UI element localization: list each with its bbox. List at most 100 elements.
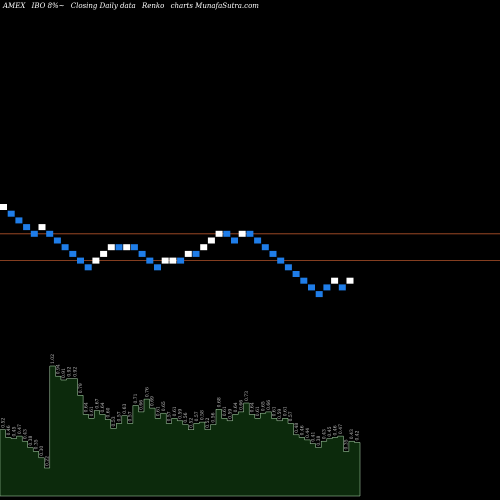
renko-brick-down: [61, 244, 69, 251]
renko-brick-down: [23, 224, 31, 231]
volume-label: 0.64: [100, 402, 106, 412]
volume-label: 0.58: [200, 410, 206, 420]
symbol-label: IBO 8%~: [31, 2, 65, 10]
renko-brick-down: [254, 237, 262, 244]
volume-label: 0.41: [310, 432, 316, 442]
renko-brick-down: [130, 244, 138, 251]
volume-labels: 0.520.46 0.45 0.470.430.38 0.350.300.221.02…: [0, 354, 360, 466]
volume-label: 0.46: [333, 425, 339, 435]
renko-brick-up: [207, 237, 215, 244]
volume-label: 0.38: [316, 435, 322, 445]
volume-label: 0.48: [294, 423, 300, 433]
volume-label: 0.64: [250, 402, 256, 412]
renko-brick-down: [315, 291, 323, 298]
description-label: Closing Daily data: [70, 2, 136, 10]
volume-label: 0.43: [22, 429, 28, 439]
renko-brick-down: [223, 230, 231, 237]
renko-brick-up: [161, 257, 169, 264]
renko-brick-down: [277, 257, 285, 264]
renko-brick-down: [30, 230, 38, 237]
volume-label: 0.47: [17, 424, 23, 434]
renko-brick-up: [100, 250, 108, 257]
volume-label: 0.64: [233, 402, 239, 412]
renko-brick-down: [261, 244, 269, 251]
volume-label: 0.66: [139, 400, 145, 410]
volume-label: 0.92: [67, 367, 73, 377]
renko-brick-down: [323, 284, 331, 291]
volume-label: 0.56: [211, 412, 217, 422]
volume-label: 0.94: [56, 364, 62, 374]
renko-brick-up: [215, 230, 223, 237]
volume-label: 0.57: [288, 411, 294, 421]
renko-brick-down: [146, 257, 154, 264]
renko-brick-up: [200, 244, 208, 251]
volume-label: 0.42: [355, 430, 361, 440]
volume-label: 0.79: [78, 383, 84, 393]
renko-brick-up: [92, 257, 100, 264]
volume-label: 0.45: [327, 426, 333, 436]
volume-label: 1.02: [50, 354, 56, 364]
volume-label: 0.57: [128, 411, 134, 421]
volume-area: [0, 365, 361, 497]
renko-brick-up: [331, 277, 339, 284]
volume-label: 0.59: [178, 409, 184, 419]
renko-brick-down: [300, 277, 308, 284]
volume-label: 0.35: [344, 439, 350, 449]
volume-label: 0.53: [111, 416, 117, 426]
renko-brick-down: [177, 257, 185, 264]
volume-label: 0.30: [39, 446, 45, 456]
volume-label: 0.61: [172, 406, 178, 416]
site-label: charts MunafaSutra.com: [170, 2, 259, 10]
volume-label: 0.69: [150, 396, 156, 406]
volume-label: 0.57: [117, 411, 123, 421]
volume-label: 0.68: [216, 397, 222, 407]
renko-brick-up: [123, 244, 131, 251]
volume-label: 0.61: [255, 406, 261, 416]
volume-label: 0.61: [155, 406, 161, 416]
volume-label: 0.61: [89, 406, 95, 416]
renko-brick-up: [346, 277, 354, 284]
renko-brick-down: [53, 237, 61, 244]
renko-brick-down: [338, 284, 346, 291]
volume-label: 0.59: [277, 409, 283, 419]
renko-brick-down: [246, 230, 254, 237]
renko-brick-up: [169, 257, 177, 264]
volume-label: 0.46: [299, 425, 305, 435]
chart-title: AMEX IBO 8%~ Closing Daily data Renko ch…: [3, 2, 263, 10]
renko-brick-down: [292, 271, 300, 277]
renko-brick-up: [184, 250, 192, 257]
renko-brick-down: [284, 264, 292, 271]
volume-label: 0.66: [238, 400, 244, 410]
volume-label: 0.52: [189, 418, 195, 428]
volume-label: 0.43: [321, 429, 327, 439]
volume-label: 0.66: [266, 400, 272, 410]
renko-brick-down: [231, 237, 238, 244]
volume-label: 0.57: [166, 411, 172, 421]
volume-label: 0.91: [61, 368, 67, 378]
volume-label: 0.65: [261, 401, 267, 411]
volume-label: 0.59: [227, 409, 233, 419]
exchange-label: AMEX: [3, 2, 26, 10]
volume-label: 0.76: [144, 387, 150, 397]
renko-brick-up: [238, 230, 246, 237]
renko-brick-up: [38, 224, 46, 231]
renko-bricks: [0, 204, 354, 298]
volume-label: 0.43: [349, 429, 355, 439]
renko-brick-down: [138, 250, 146, 257]
volume-label: 0.46: [6, 425, 12, 435]
volume-area-path: [0, 365, 361, 497]
volume-label: 0.56: [183, 412, 189, 422]
renko-brick-down: [77, 257, 84, 264]
renko-brick-up: [0, 204, 7, 210]
volume-label: 0.73: [244, 391, 250, 401]
volume-label: 0.71: [133, 393, 139, 403]
volume-label: 0.45: [11, 426, 17, 436]
volume-label: 0.65: [161, 401, 167, 411]
volume-label: 0.52: [0, 418, 6, 428]
volume-label: 0.47: [338, 424, 344, 434]
renko-brick-down: [308, 284, 315, 291]
renko-brick-down: [7, 210, 15, 217]
volume-label: 0.61: [283, 406, 289, 416]
volume-label: 0.61: [222, 406, 228, 416]
